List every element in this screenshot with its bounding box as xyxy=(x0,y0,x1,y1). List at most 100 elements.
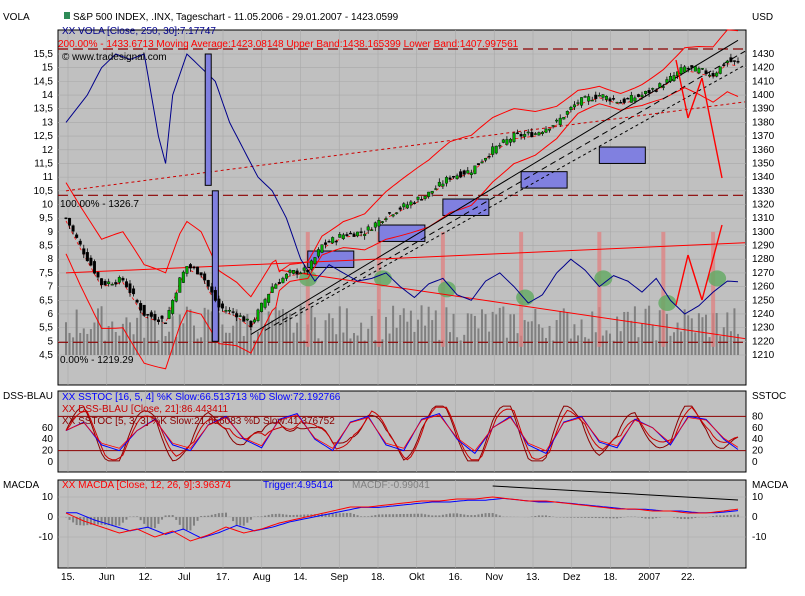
candle-body xyxy=(594,95,597,99)
candle-body xyxy=(310,261,313,270)
volume-bar xyxy=(488,332,490,355)
macd-histogram-bar xyxy=(730,515,732,517)
candle-body xyxy=(602,95,605,98)
volume-bar xyxy=(207,310,209,355)
macd-histogram-bar xyxy=(538,515,540,517)
macd-histogram-bar xyxy=(410,514,412,517)
volume-bar xyxy=(723,327,725,355)
candle-body xyxy=(687,68,690,69)
macd-histogram-bar xyxy=(438,515,440,517)
macd-histogram-bar xyxy=(406,514,408,517)
candle-body xyxy=(644,91,647,94)
volume-bar xyxy=(154,319,156,355)
macd-histogram-bar xyxy=(140,517,142,520)
volume-bar xyxy=(381,339,383,355)
macd-histogram-bar xyxy=(403,514,405,517)
macd-histogram-bar xyxy=(207,516,209,517)
right-tick-label: 1270 xyxy=(752,268,775,279)
right-tick-label: 1220 xyxy=(752,336,775,347)
candle-body xyxy=(207,280,210,286)
stoch-right-tick: 40 xyxy=(752,434,764,445)
candle-body xyxy=(250,321,253,327)
candle-body xyxy=(93,261,96,273)
right-tick-label: 1280 xyxy=(752,254,775,265)
macd-histogram-bar xyxy=(726,515,728,517)
volume-bar xyxy=(335,334,337,355)
macd-histogram-bar xyxy=(495,514,497,517)
x-tick-label: Jul xyxy=(178,572,191,583)
stoch-right-tick: 80 xyxy=(752,411,764,422)
main-left-axis-label: VOLA xyxy=(3,12,30,23)
volume-bar xyxy=(581,319,583,355)
right-tick-label: 1300 xyxy=(752,227,775,238)
macd-histogram-bar xyxy=(716,515,718,517)
candle-body xyxy=(232,312,235,313)
candle-body xyxy=(285,274,288,278)
volume-bar xyxy=(396,328,398,355)
macd-histogram-bar xyxy=(125,517,127,520)
candle-body xyxy=(143,305,146,315)
macd-histogram-bar xyxy=(246,517,248,523)
volume-bar xyxy=(389,334,391,355)
legend-vola: XX VOLA [Close, 250, 30]:7.17747 xyxy=(62,26,216,37)
macd-histogram-bar xyxy=(659,517,661,518)
right-tick-label: 1340 xyxy=(752,172,775,183)
macd-histogram-bar xyxy=(598,517,600,518)
macd-histogram-bar xyxy=(648,517,650,519)
macd-histogram-bar xyxy=(172,515,174,517)
fib-label-0: 0.00% - 1219.29 xyxy=(60,355,134,366)
candle-body xyxy=(282,278,285,283)
candle-body xyxy=(570,107,573,109)
volume-bar xyxy=(239,319,241,355)
left-tick-label: 9 xyxy=(47,227,53,238)
x-tick-label: 17. xyxy=(216,572,230,583)
candle-body xyxy=(619,102,622,103)
candle-body xyxy=(690,65,693,67)
legend-macd: XX MACDA [Close, 12, 26, 9]:3.96374 xyxy=(62,480,231,491)
macd-histogram-bar xyxy=(342,513,344,517)
volume-bar xyxy=(456,337,458,355)
macd-histogram-bar xyxy=(573,517,575,518)
volume-bar xyxy=(204,308,206,355)
candle-body xyxy=(157,320,160,322)
volume-bar xyxy=(577,335,579,355)
left-tick-label: 15 xyxy=(42,63,54,74)
volume-bar xyxy=(563,308,565,355)
fib-label-100: 100.00% - 1326.7 xyxy=(60,199,139,210)
volume-bar xyxy=(524,320,526,355)
candle-body xyxy=(218,299,221,307)
candle-body xyxy=(491,147,494,155)
candle-body xyxy=(289,270,292,272)
volume-bar xyxy=(588,339,590,355)
candle-body xyxy=(118,277,121,282)
left-tick-label: 13 xyxy=(42,117,54,128)
candle-body xyxy=(623,99,626,103)
candle-body xyxy=(726,61,729,63)
candle-body xyxy=(278,282,281,283)
macd-histogram-bar xyxy=(488,513,490,517)
macd-histogram-bar xyxy=(136,516,138,517)
candle-body xyxy=(591,100,594,101)
volume-bar xyxy=(470,314,472,355)
candle-body xyxy=(715,73,718,76)
volume-bar xyxy=(229,333,231,355)
macd-histogram-bar xyxy=(300,515,302,517)
stoch-right-tick: 20 xyxy=(752,446,764,457)
candle-body xyxy=(495,146,498,153)
volume-bar xyxy=(527,322,529,355)
macd-histogram-bar xyxy=(236,517,238,525)
macd-histogram-bar xyxy=(467,515,469,517)
x-tick-label: 13. xyxy=(526,572,540,583)
macd-histogram-bar xyxy=(655,517,657,518)
candle-body xyxy=(587,97,590,102)
volume-bar xyxy=(467,313,469,355)
macd-histogram-bar xyxy=(534,516,536,517)
macd-histogram-bar xyxy=(463,515,465,517)
macd-histogram-bar xyxy=(680,517,682,519)
macd-histogram-bar xyxy=(378,514,380,517)
legend-sstoc-16: XX SSTOC [16, 5, 4] %K Slow:66.513713 %D… xyxy=(62,392,341,403)
right-tick-label: 1420 xyxy=(752,63,775,74)
volume-bar xyxy=(652,324,654,355)
macd-histogram-bar xyxy=(193,517,195,526)
